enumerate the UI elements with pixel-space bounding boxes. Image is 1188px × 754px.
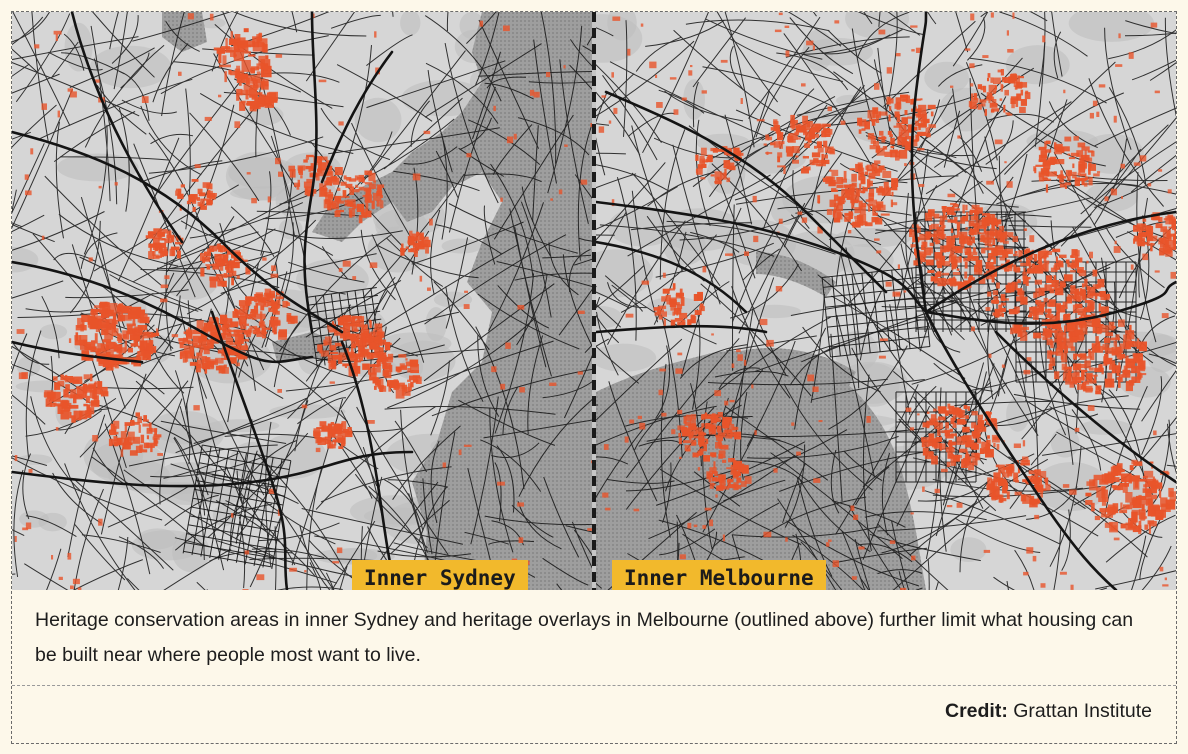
melbourne-label: Inner Melbourne — [612, 560, 826, 590]
sydney-map — [12, 12, 592, 590]
figure-caption: Heritage conservation areas in inner Syd… — [35, 609, 1134, 666]
sydney-label: Inner Sydney — [352, 560, 528, 590]
map-divider — [592, 12, 596, 590]
sydney-map-graphic — [12, 12, 592, 590]
credit-label: Credit: — [944, 700, 1008, 722]
map-comparison: Inner Sydney Inner Melbourne — [12, 12, 1176, 590]
heritage-areas — [598, 12, 1176, 590]
melbourne-map-graphic — [596, 12, 1176, 590]
credit-line: Credit: Grattan Institute — [945, 700, 1152, 723]
caption-divider — [12, 685, 1176, 686]
credit-source: Grattan Institute — [1013, 700, 1152, 722]
major-roads — [12, 12, 414, 590]
melbourne-map — [596, 12, 1176, 590]
major-roads — [596, 12, 1176, 590]
